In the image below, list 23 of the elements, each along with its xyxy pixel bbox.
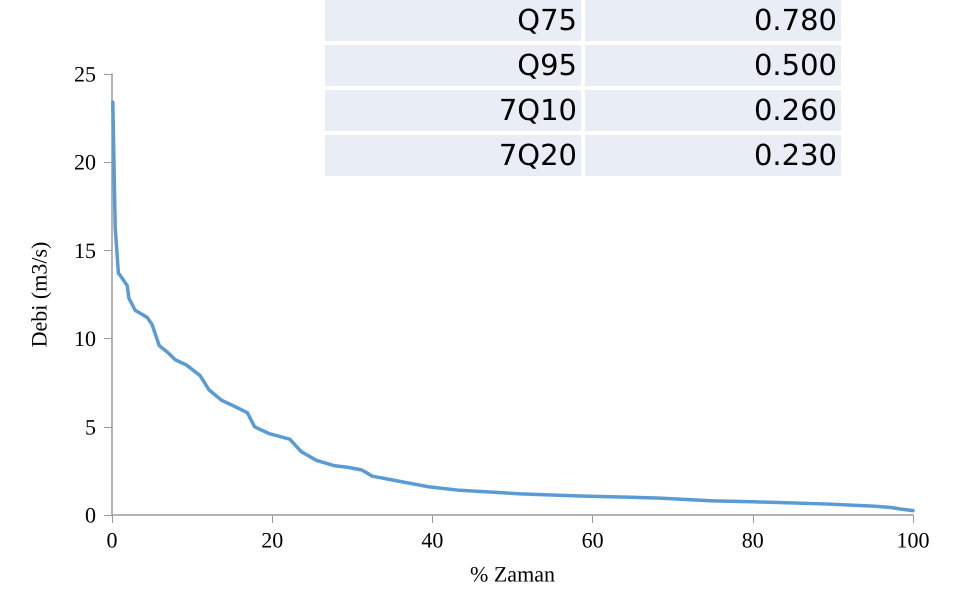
y-tick-label: 5 — [85, 414, 96, 440]
y-tick-label: 10 — [74, 326, 96, 352]
annotation: 7Q10 — [325, 90, 581, 131]
y-tick-label: 25 — [74, 62, 96, 86]
text: Q75 — [517, 3, 577, 37]
annotation: 0.230 — [585, 135, 841, 176]
y-axis-title: Debi (m3/s) — [26, 242, 52, 348]
x-axis-title: % Zaman — [470, 562, 555, 586]
x-tick-label: 0 — [106, 528, 118, 552]
x-tick-label: 40 — [421, 528, 444, 552]
y-tick-label: 20 — [74, 150, 96, 175]
y-tick-label: 15 — [74, 238, 96, 263]
text: 0.780 — [754, 3, 837, 37]
annotation: 0.500 — [585, 45, 841, 86]
x-tick-label: 100 — [896, 528, 930, 552]
line-series — [111, 100, 915, 512]
annotation: 7Q20 — [325, 135, 581, 176]
x-tick-label: 20 — [261, 528, 284, 552]
x-tick-label: 60 — [582, 528, 604, 552]
x-tick-label: 80 — [742, 528, 764, 552]
annotation: 0.260 — [585, 90, 841, 131]
annotation: Q95 — [325, 45, 581, 86]
y-tick-label: 0 — [85, 502, 96, 528]
